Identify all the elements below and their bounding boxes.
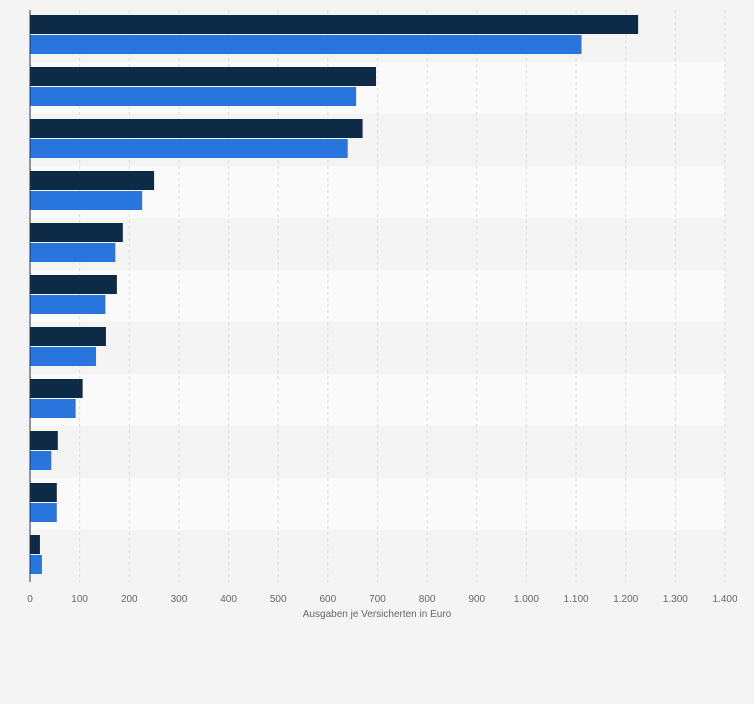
bar-series-2[interactable] bbox=[30, 295, 106, 314]
x-tick-label: 300 bbox=[171, 594, 188, 605]
bar-series-2[interactable] bbox=[30, 243, 116, 262]
x-tick-label: 100 bbox=[71, 594, 88, 605]
x-tick-label: 400 bbox=[220, 594, 237, 605]
x-tick-label: 1.300 bbox=[663, 594, 688, 605]
x-tick-label: 1.200 bbox=[613, 594, 638, 605]
x-tick-label: 800 bbox=[419, 594, 436, 605]
bar-series-2[interactable] bbox=[30, 35, 582, 54]
bar-series-1[interactable] bbox=[30, 15, 639, 34]
row-band bbox=[30, 426, 725, 478]
bar-series-1[interactable] bbox=[30, 275, 117, 294]
bar-series-2[interactable] bbox=[30, 399, 76, 418]
bar-series-2[interactable] bbox=[30, 347, 97, 366]
grid-lines bbox=[79, 10, 726, 582]
x-tick-label: 0 bbox=[27, 594, 33, 605]
x-tick-label: 1.000 bbox=[514, 594, 539, 605]
bar-series-2[interactable] bbox=[30, 139, 348, 158]
bar-series-1[interactable] bbox=[30, 379, 83, 398]
x-tick-label: 1.100 bbox=[564, 594, 589, 605]
x-axis-ticks: 0 100 200 300 400 500 600 700 800 900 1.000 1.100 1.… bbox=[27, 594, 738, 605]
bar-series-1[interactable] bbox=[30, 431, 58, 450]
bar-series-1[interactable] bbox=[30, 119, 363, 138]
bar-series-2[interactable] bbox=[30, 503, 57, 522]
bar-series-1[interactable] bbox=[30, 483, 57, 502]
x-tick-label: 1.400 bbox=[712, 594, 737, 605]
row-band bbox=[30, 270, 725, 322]
x-axis-label: Ausgaben je Versicherten in Euro bbox=[303, 609, 452, 620]
bar-series-2[interactable] bbox=[30, 87, 357, 106]
x-tick-label: 700 bbox=[369, 594, 386, 605]
bar-series-1[interactable] bbox=[30, 327, 106, 346]
bar-series-1[interactable] bbox=[30, 223, 123, 242]
bar-series-2[interactable] bbox=[30, 555, 42, 574]
x-tick-label: 900 bbox=[468, 594, 485, 605]
x-tick-label: 200 bbox=[121, 594, 138, 605]
bar-series-1[interactable] bbox=[30, 535, 40, 554]
bar-series-2[interactable] bbox=[30, 191, 143, 210]
bar-series-2[interactable] bbox=[30, 451, 52, 470]
bar-series-1[interactable] bbox=[30, 171, 155, 190]
bar-series-1[interactable] bbox=[30, 67, 377, 86]
x-tick-label: 500 bbox=[270, 594, 287, 605]
bars bbox=[30, 15, 639, 574]
x-tick-label: 600 bbox=[320, 594, 337, 605]
